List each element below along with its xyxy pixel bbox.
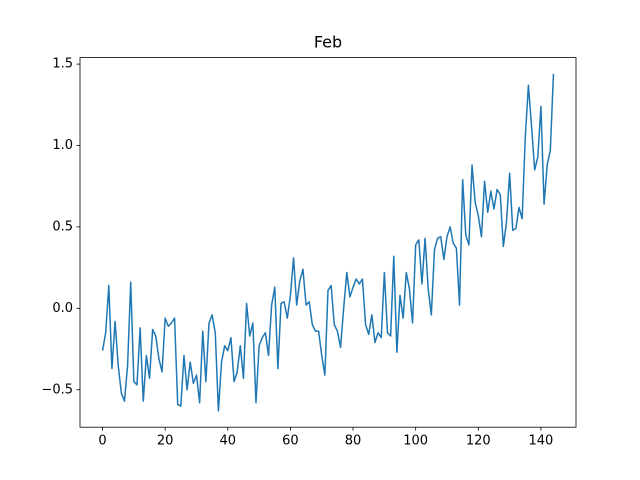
y-tick-label: 0.0 [52, 301, 73, 316]
x-tick-label: 20 [157, 434, 174, 449]
x-tick-label: 100 [403, 434, 428, 449]
x-tick-label: 120 [466, 434, 491, 449]
x-tick-label: 60 [282, 434, 299, 449]
data-line [101, 73, 555, 412]
x-tick-label: 0 [98, 434, 106, 449]
plot-frame [79, 57, 577, 428]
x-tick-label: 80 [345, 434, 362, 449]
y-tick-label: 1.0 [52, 138, 73, 153]
y-tick-label: 1.5 [52, 57, 73, 72]
y-tick-label: −0.5 [41, 382, 73, 397]
chart-title: Feb [314, 33, 342, 52]
x-tick-label: 140 [529, 434, 554, 449]
y-tick-label: 0.5 [52, 219, 73, 234]
x-tick-label: 40 [220, 434, 237, 449]
